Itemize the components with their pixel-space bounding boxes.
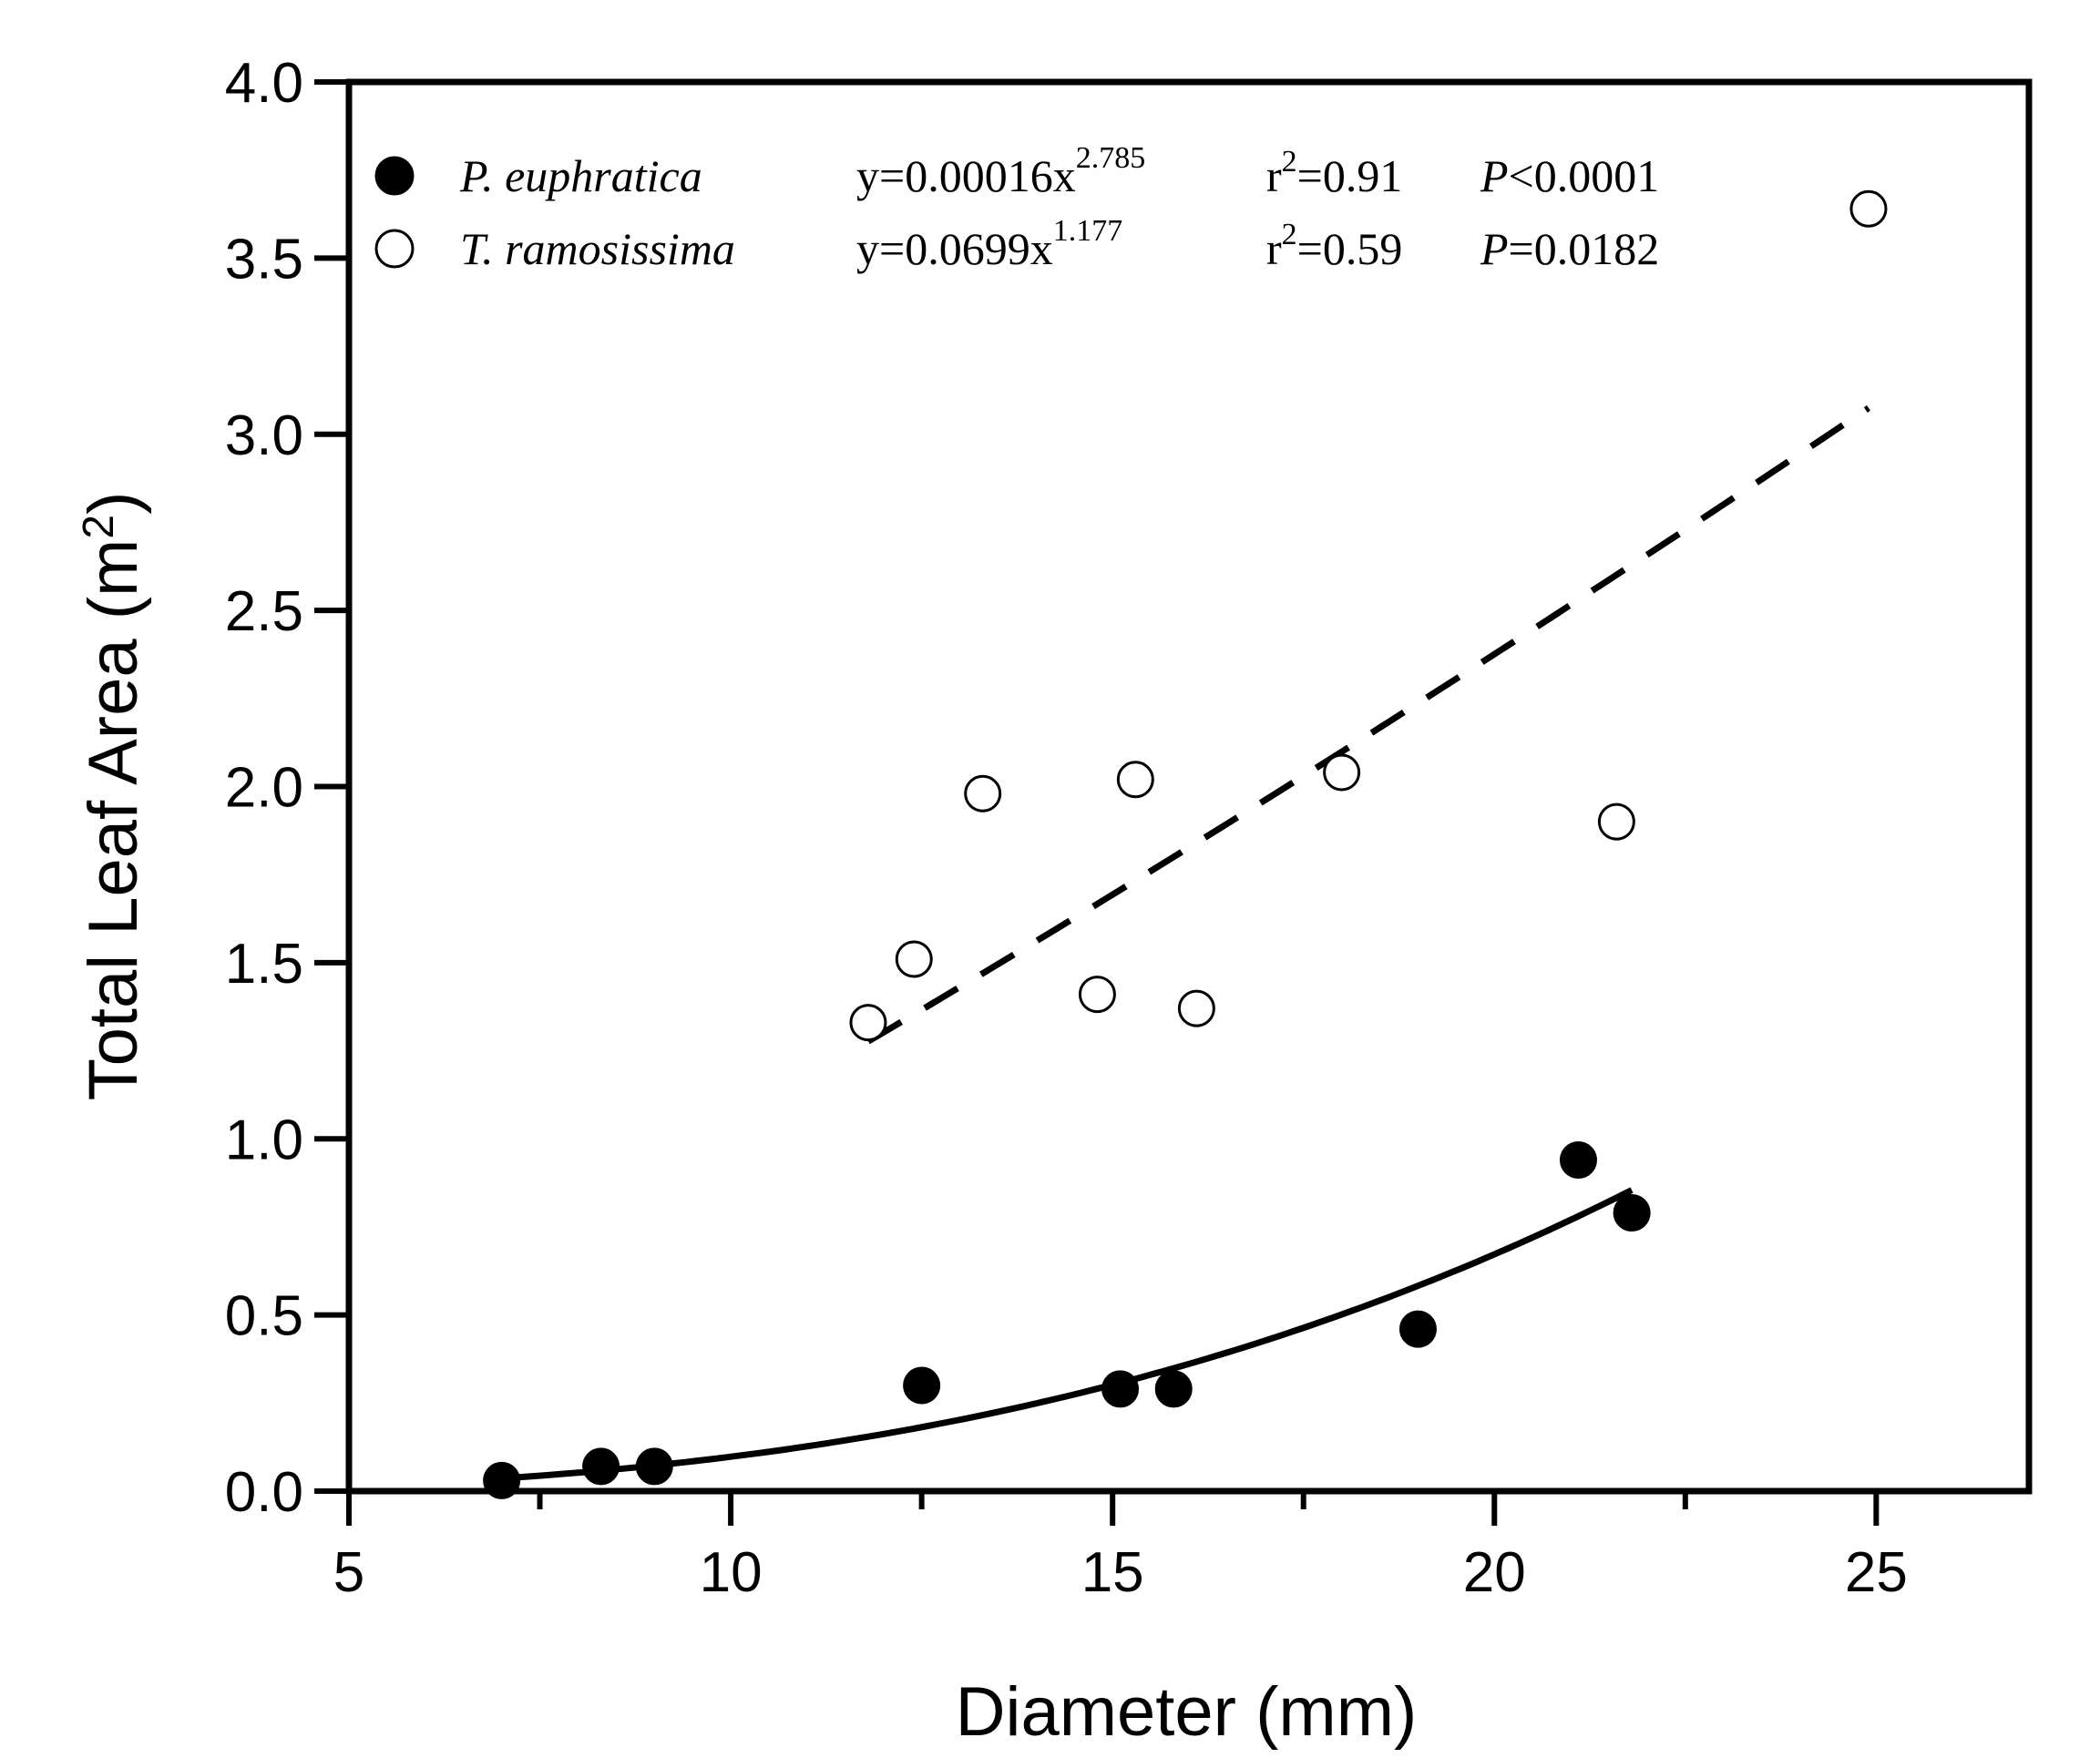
legend-equation-t-ramosissima: y=0.0699x [856,223,1053,274]
data-point-series-1 [849,1004,887,1042]
legend-exponent-p-euphratica: 2.785 [1076,141,1146,175]
data-point-series-0 [582,1447,620,1486]
legend-label-t-ramosissima: T. ramosissima [460,223,735,274]
legend-row-p-euphratica: P. euphratica y=0.00016x2.785 r2=0.91 P<… [459,127,1659,201]
y-tick-label: 1.5 [225,933,303,996]
fit-line-series-1 [866,404,1870,1045]
data-point-series-0 [1613,1193,1651,1232]
data-point-series-1 [1597,802,1635,841]
axis-ticks: 0.0 0.5 1.0 1.5 2.0 2.5 3.0 3.5 4.0 5 10 15 20 25 [225,52,1908,1604]
x-tick-label: 15 [1081,1541,1144,1604]
legend-r2-sup-t-ramosissima: 2 [1282,218,1297,251]
legend-row-t-ramosissima: T. ramosissima y=0.0699x1.177 r2=0.59 P=… [460,199,1659,274]
legend-exponent-t-ramosissima: 1.177 [1053,214,1123,248]
x-tick-label: 20 [1463,1541,1526,1604]
y-tick-label: 0.5 [225,1285,303,1348]
x-tick-label: 10 [700,1541,763,1604]
data-point-series-0 [1398,1310,1437,1348]
data-point-series-1 [1116,761,1154,799]
y-tick-label: 2.0 [225,757,303,820]
data-point-series-0 [1559,1140,1597,1179]
data-point-series-1 [895,940,933,978]
legend-label-p-euphratica: P. euphratica [459,150,702,201]
plot-frame [345,78,2033,1495]
data-points [483,189,1888,1499]
data-point-series-1 [1078,976,1116,1014]
y-tick-label: 4.0 [225,52,303,115]
y-tick-label: 2.5 [225,580,303,643]
legend-p-value-t-ramosissima: =0.0182 [1509,223,1660,274]
legend-equation-p-euphratica: y=0.00016x [856,150,1076,201]
legend-marker-p-euphratica [374,156,415,196]
legend-p-value-p-euphratica: <0.0001 [1509,150,1660,201]
y-tick-label: 3.0 [225,404,303,467]
x-tick-label: 5 [333,1541,364,1604]
fit-lines [501,404,1870,1482]
x-tick-label: 25 [1845,1541,1908,1604]
legend-r2-base-p-euphratica: r [1266,150,1282,201]
fit-line-series-0 [501,1187,1634,1482]
y-axis-title-main: Total Leaf Area (m [75,539,152,1101]
y-axis-title-end: ) [75,492,152,515]
data-point-series-1 [1323,753,1361,792]
legend: P. euphratica y=0.00016x2.785 r2=0.91 P<… [374,127,1659,274]
y-tick-label: 1.0 [225,1109,303,1171]
legend-p-label-p-euphratica: P [1480,150,1509,201]
y-tick-label: 3.5 [225,228,303,291]
y-axis-title-superscript: 2 [75,515,123,539]
legend-p-label-t-ramosissima: P [1480,223,1509,274]
y-tick-label: 0.0 [225,1461,303,1524]
data-point-series-1 [1849,189,1888,228]
y-axis-title: Total Leaf Area (m2) [75,492,153,1101]
legend-marker-t-ramosissima [374,229,415,269]
x-axis-title: Diameter (mm) [956,1673,1418,1751]
data-point-series-1 [1177,989,1215,1027]
legend-r2-base-t-ramosissima: r [1266,223,1282,274]
legend-r2-value-p-euphratica: =0.91 [1297,150,1403,201]
legend-r2-value-t-ramosissima: =0.59 [1297,223,1403,274]
data-point-series-0 [635,1447,673,1486]
data-point-series-0 [1154,1370,1193,1408]
data-point-series-1 [964,774,1002,813]
legend-r2-sup-p-euphratica: 2 [1282,145,1297,179]
data-point-series-0 [1101,1370,1140,1408]
data-point-series-0 [903,1366,941,1405]
